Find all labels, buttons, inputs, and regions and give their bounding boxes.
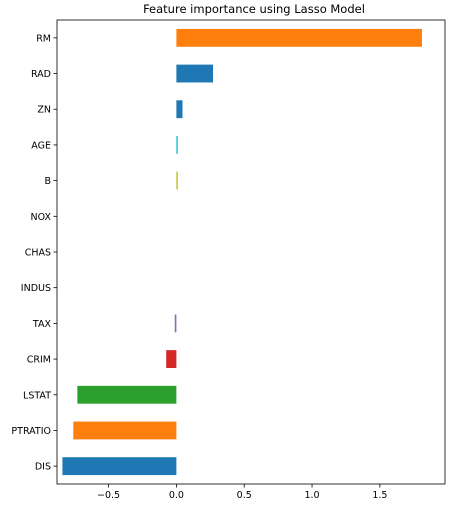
x-tick-label: −0.5 (97, 490, 120, 501)
x-tick-label: 0.0 (169, 490, 184, 501)
y-tick-label-crim: CRIM (27, 355, 51, 366)
y-tick-label-ptratio: PTRATIO (11, 426, 51, 437)
bar-age (176, 136, 178, 154)
bar-zn (176, 100, 183, 119)
y-tick-label-rm: RM (36, 33, 51, 44)
bar-ptratio (73, 421, 177, 440)
bar-lstat (77, 385, 177, 404)
y-tick-label-lstat: LSTAT (23, 390, 51, 401)
y-tick-label-zn: ZN (37, 105, 51, 116)
x-tick-label: 0.5 (237, 490, 252, 501)
y-tick-label-dis: DIS (35, 462, 51, 473)
y-tick-label-chas: CHAS (25, 248, 51, 259)
y-tick-label-age: AGE (31, 140, 51, 151)
y-tick-label-rad: RAD (31, 69, 51, 80)
bar-b (176, 171, 178, 190)
bar-tax (174, 314, 177, 333)
y-tick-label-nox: NOX (31, 212, 52, 223)
bars-layer (62, 28, 422, 476)
y-tick-label-b: B (44, 176, 51, 187)
y-tick-label-indus: INDUS (21, 283, 51, 294)
x-tick-label: 1.0 (304, 490, 319, 501)
bar-rad (176, 64, 214, 83)
chart-title: Feature importance using Lasso Model (143, 2, 365, 16)
x-axis: −0.5 0.0 0.5 1.0 1.5 (97, 484, 387, 501)
y-axis: RM RAD ZN AGE B NOX CHAS INDUS TAX CRIM LSTAT PTRAT… (11, 33, 57, 473)
bar-rm (176, 28, 422, 47)
y-tick-label-tax: TAX (32, 319, 52, 330)
x-tick-label: 1.5 (372, 490, 387, 501)
bar-dis (62, 457, 177, 476)
plot-frame (56, 19, 446, 485)
bar-crim (166, 350, 177, 368)
